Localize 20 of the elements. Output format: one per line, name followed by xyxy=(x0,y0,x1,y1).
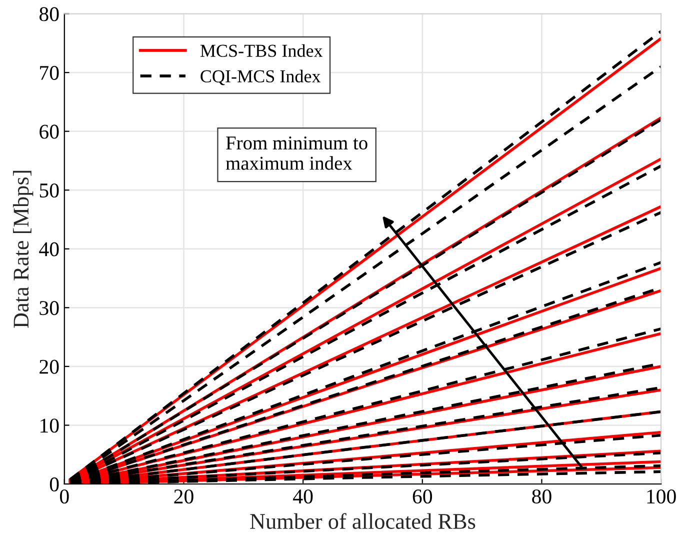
x-tick-label: 100 xyxy=(647,489,676,504)
x-axis-title: Number of allocated RBs xyxy=(250,513,476,529)
x-tick-label: 60 xyxy=(412,489,432,504)
y-tick-label: 40 xyxy=(39,242,59,256)
y-tick-label: 10 xyxy=(40,418,59,433)
x-tick-label: 20 xyxy=(174,489,194,504)
y-tick-label: 0 xyxy=(50,477,59,492)
y-tick-label: 30 xyxy=(40,301,59,316)
y-tick-label: 20 xyxy=(40,360,59,374)
legend-label: CQI-MCS Index xyxy=(200,70,321,86)
y-tick-label: 60 xyxy=(40,124,59,139)
y-tick-label: 80 xyxy=(40,7,59,22)
x-tick-label: 40 xyxy=(293,489,313,504)
y-axis-title: Data Rate [Mbps] xyxy=(13,170,34,328)
x-tick-label: 80 xyxy=(532,489,552,504)
x-tick-label: 0 xyxy=(60,489,69,504)
y-tick-label: 50 xyxy=(40,183,59,198)
annotation: From minimum to maximum index xyxy=(226,136,368,170)
y-tick-label: 70 xyxy=(40,66,59,80)
legend-label: MCS-TBS Index xyxy=(200,44,323,57)
